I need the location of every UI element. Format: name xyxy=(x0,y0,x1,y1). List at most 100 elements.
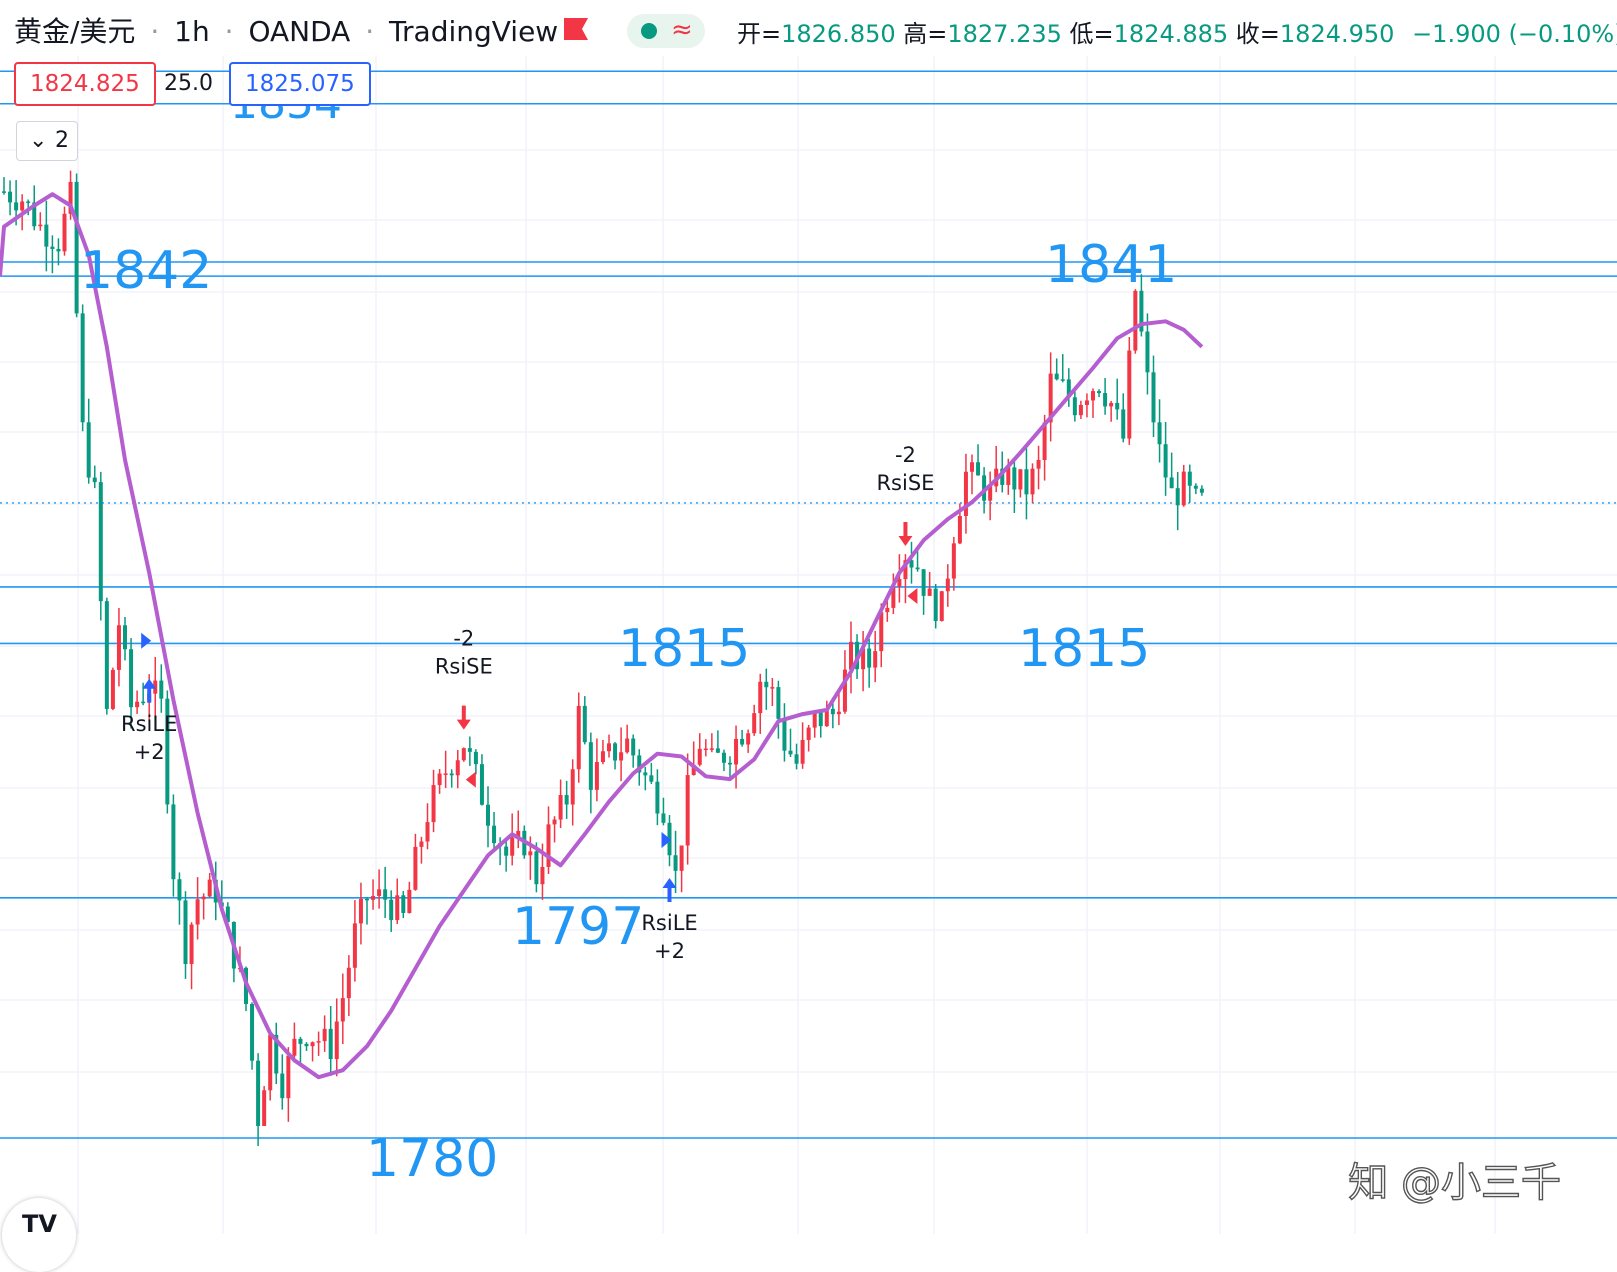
indicator-count: 2 xyxy=(55,128,69,153)
delayed-data-icon: ≈ xyxy=(671,15,693,45)
candle-body xyxy=(1036,459,1041,469)
candle-body xyxy=(818,712,823,727)
candle-body xyxy=(431,785,436,823)
interval[interactable]: 1h xyxy=(174,15,210,48)
candle-body xyxy=(62,213,67,252)
candle-body xyxy=(703,748,708,751)
market-open-dot-icon xyxy=(641,23,657,39)
candle-body xyxy=(607,743,611,752)
candle-body xyxy=(782,718,787,751)
candle-body xyxy=(1024,469,1029,495)
candle-body xyxy=(1127,350,1132,439)
candle-body xyxy=(110,669,115,709)
candle-body xyxy=(1157,422,1162,445)
candle-body xyxy=(794,754,799,764)
candle-body xyxy=(770,687,775,689)
level-label: 1780 xyxy=(366,1129,498,1189)
level-label: 1815 xyxy=(1018,619,1150,679)
candle-body xyxy=(1078,404,1083,416)
candle-body xyxy=(673,855,678,871)
candle-body xyxy=(492,825,497,844)
candle-body xyxy=(685,775,690,846)
sell-price-button[interactable]: 1824.825 xyxy=(14,62,156,106)
logo-text: TV xyxy=(22,1210,57,1238)
candle-body xyxy=(849,641,853,670)
candle-body xyxy=(988,486,993,501)
indicators-collapse-button[interactable]: ⌄ 2 xyxy=(16,121,78,161)
candle-body xyxy=(68,181,73,214)
candle-body xyxy=(437,773,442,786)
candle-body xyxy=(425,822,430,842)
candle-body xyxy=(867,648,872,668)
candle-body xyxy=(310,1042,315,1047)
candle-body xyxy=(800,739,805,764)
candle-body xyxy=(479,764,484,805)
chevron-down-icon: ⌄ xyxy=(29,128,48,153)
candle-body xyxy=(679,845,684,871)
candle-body xyxy=(129,649,134,708)
short-arrow-icon xyxy=(456,705,471,730)
candle-body xyxy=(1139,290,1144,332)
candle-body xyxy=(552,819,557,825)
candles xyxy=(2,170,1204,1147)
signal-qty: -2 xyxy=(895,443,916,467)
candle-body xyxy=(649,775,654,782)
buy-price-button[interactable]: 1825.075 xyxy=(229,62,371,106)
candle-body xyxy=(280,1073,285,1099)
candle-body xyxy=(1115,402,1120,410)
candle-body xyxy=(613,743,618,761)
candle-body xyxy=(268,1034,273,1091)
long-entry-triangle-icon xyxy=(661,832,672,849)
candle-body xyxy=(715,748,720,753)
candle-body xyxy=(976,462,981,476)
low-label: 低= xyxy=(1069,20,1114,48)
candle-body xyxy=(298,1038,303,1044)
signal-label: RsiLE xyxy=(121,712,177,736)
candle-body xyxy=(2,191,6,193)
candle-body xyxy=(564,795,569,805)
candle-body xyxy=(165,698,170,805)
candle-body xyxy=(830,708,835,715)
candle-body xyxy=(939,591,944,621)
tradingview-logo[interactable]: TV xyxy=(2,1198,76,1272)
candle-body xyxy=(752,713,757,734)
candle-body xyxy=(74,181,79,314)
separator: · xyxy=(224,15,234,48)
chart-grid xyxy=(0,56,1617,1234)
candle-body xyxy=(576,705,581,770)
candle-body xyxy=(806,727,811,740)
short-entry-triangle-icon xyxy=(465,771,476,788)
candle-body xyxy=(177,879,182,901)
candle-body xyxy=(44,224,49,247)
candle-body xyxy=(691,764,696,776)
candle-body xyxy=(159,680,164,699)
candle-body xyxy=(256,1060,261,1126)
ohlc-legend: 开=1826.850 高=1827.235 低=1824.885 收=1824.… xyxy=(737,14,1617,49)
short-entry-triangle-icon xyxy=(907,587,918,604)
candle-body xyxy=(377,889,382,896)
candle-body xyxy=(558,795,563,820)
candle-body xyxy=(1175,488,1180,506)
candle-body xyxy=(836,711,841,715)
candle-body xyxy=(389,899,394,921)
candle-body xyxy=(861,648,866,670)
separator: · xyxy=(365,15,375,48)
candle-body xyxy=(588,742,593,790)
candle-body xyxy=(286,1055,291,1099)
candle-body xyxy=(1109,402,1114,407)
candle-body xyxy=(1060,379,1065,381)
candle-body xyxy=(897,579,902,587)
chart-canvas[interactable]: RsiLE +2 -2 RsiSE RsiLE +2 -2 RsiSE 1854 1842 184… xyxy=(0,0,1617,1234)
flag-icon[interactable] xyxy=(564,18,588,40)
candle-body xyxy=(963,471,968,517)
chart-title[interactable]: 黄金/美元 · 1h · OANDA · TradingView xyxy=(14,10,558,50)
market-status-pill[interactable]: ≈ xyxy=(627,14,705,48)
candle-body xyxy=(1163,444,1168,478)
candle-body xyxy=(304,1043,309,1047)
level-label: 1854 xyxy=(230,78,342,129)
candle-body xyxy=(758,681,763,714)
symbol-name[interactable]: 黄金/美元 xyxy=(14,15,136,48)
candle-body xyxy=(1054,373,1059,380)
level-label: 1841 xyxy=(1045,235,1177,295)
candle-body xyxy=(1169,477,1174,489)
